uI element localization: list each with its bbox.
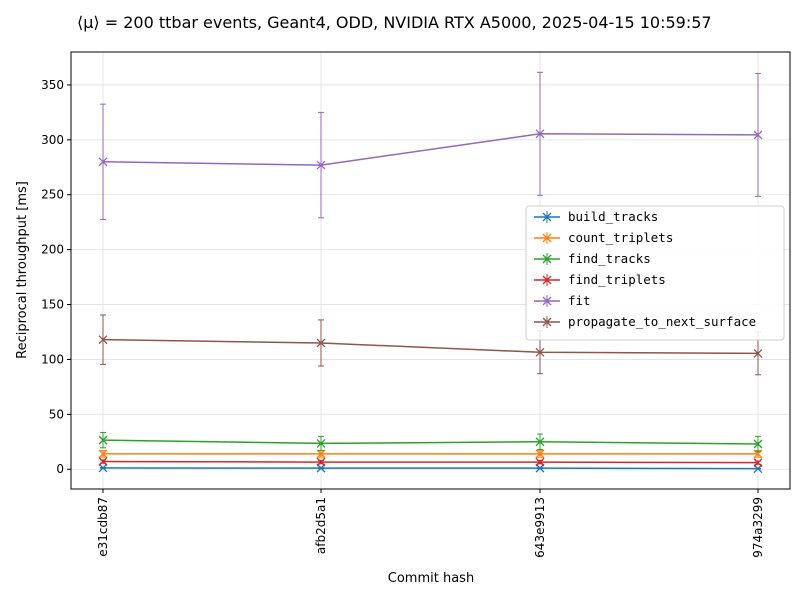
data-point	[98, 157, 108, 167]
legend-label: find_tracks	[568, 251, 651, 266]
data-point	[535, 129, 545, 139]
data-point	[542, 212, 552, 222]
legend-label: build_tracks	[568, 209, 658, 224]
y-tick-label: 250	[41, 188, 64, 202]
legend-item: fit	[534, 293, 591, 308]
legend: build_tracks count_triplets find_tracksfin…	[525, 205, 785, 341]
data-point	[542, 317, 552, 327]
legend-item: count_triplets	[534, 230, 673, 245]
axes: 0 50 100 150 200 250 300 350 e31cdb87 afb2d5a1 643…	[41, 51, 791, 558]
legend-item: build_tracks	[534, 209, 658, 224]
data-point	[542, 275, 552, 285]
legend-label: fit	[568, 293, 591, 308]
data-point	[753, 348, 763, 358]
data-point	[316, 438, 326, 448]
series-propagate_to_next_surface	[98, 314, 763, 376]
legend-item: propagate_to_next_surface	[534, 314, 756, 329]
data-point	[542, 254, 552, 264]
series-count_triplets	[98, 449, 763, 459]
data-point	[753, 439, 763, 449]
y-tick-label: 200	[41, 243, 64, 257]
x-tick-label: afb2d5a1	[314, 497, 328, 554]
legend-label: find_triplets	[568, 272, 666, 287]
data-point	[753, 458, 763, 468]
series-build_tracks	[98, 463, 763, 474]
data-point	[535, 449, 545, 459]
legend-label: count_triplets	[568, 230, 673, 245]
data-point	[535, 457, 545, 467]
legend-item: find_triplets	[534, 272, 666, 287]
series-line	[102, 338, 759, 355]
x-tick-label: 643e9913	[533, 497, 547, 558]
plot-frame	[70, 51, 791, 490]
chart-title: ⟨μ⟩ = 200 ttbar events, Geant4, ODD, NVI…	[77, 13, 712, 32]
data-point	[98, 463, 108, 473]
data-point	[316, 449, 326, 459]
series-layer	[98, 71, 763, 474]
x-tick-label: 974a3299	[751, 497, 765, 558]
data-point	[316, 457, 326, 467]
y-tick-label: 0	[56, 462, 64, 476]
y-tick-label: 150	[41, 298, 64, 312]
legend-box	[525, 205, 785, 341]
x-axis-label: Commit hash	[388, 571, 474, 586]
data-point	[542, 296, 552, 306]
x-tick-label: e31cdb87	[96, 497, 110, 557]
series-line	[102, 439, 759, 445]
y-tick-label: 100	[41, 352, 64, 366]
data-point	[535, 347, 545, 357]
y-tick-label: 50	[49, 407, 64, 421]
series-line	[102, 467, 759, 470]
legend-item: find_tracks	[534, 251, 651, 266]
data-point	[98, 449, 108, 459]
legend-label: propagate_to_next_surface	[568, 314, 756, 329]
data-point	[98, 335, 108, 345]
data-point	[542, 233, 552, 243]
series-find_triplets	[98, 457, 763, 468]
series-find_tracks	[98, 431, 763, 453]
y-tick-label: 350	[41, 78, 64, 92]
data-point	[98, 435, 108, 445]
series-line	[102, 460, 759, 464]
data-point	[535, 437, 545, 447]
data-point	[753, 130, 763, 140]
y-tick-label: 300	[41, 133, 64, 147]
data-point	[316, 338, 326, 348]
series-line	[102, 133, 759, 166]
y-axis-label: Reciprocal throughput [ms]	[15, 181, 30, 359]
series-fit	[98, 71, 763, 220]
data-point	[98, 457, 108, 467]
data-point	[316, 160, 326, 170]
